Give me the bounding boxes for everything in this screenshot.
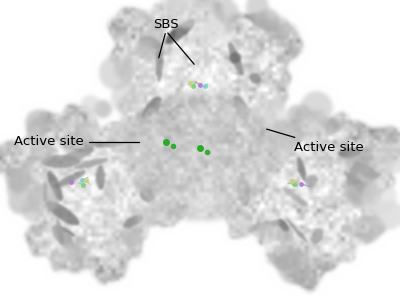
Text: Active site: Active site [267, 129, 364, 154]
Text: SBS: SBS [153, 18, 179, 31]
Text: Active site: Active site [14, 135, 139, 148]
